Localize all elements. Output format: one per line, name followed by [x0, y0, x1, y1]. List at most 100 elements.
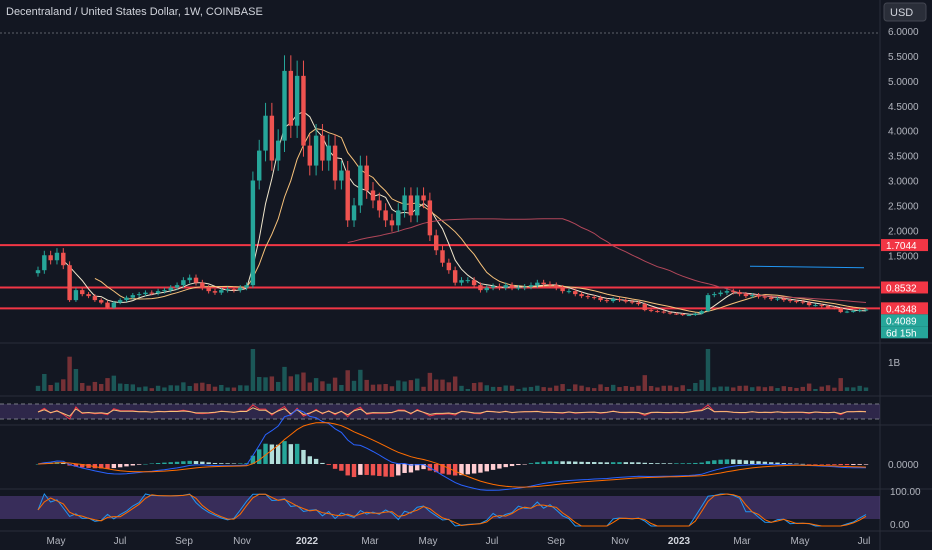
horizontal-lines[interactable] [0, 244, 880, 310]
candle[interactable] [794, 301, 799, 303]
candle[interactable] [307, 145, 312, 166]
candle[interactable] [86, 294, 91, 297]
candle[interactable] [117, 300, 123, 303]
candle[interactable] [200, 282, 205, 288]
candle[interactable] [800, 301, 806, 303]
candle[interactable] [680, 314, 685, 316]
candle[interactable] [775, 298, 780, 300]
candle[interactable] [124, 297, 129, 301]
candle[interactable] [592, 297, 597, 299]
candle[interactable] [541, 282, 546, 285]
candle[interactable] [699, 311, 704, 314]
candle[interactable] [604, 300, 610, 302]
candle[interactable] [636, 302, 641, 305]
candle[interactable] [768, 297, 774, 300]
candle[interactable] [623, 300, 629, 302]
candle[interactable] [402, 195, 407, 211]
candle[interactable] [844, 311, 850, 313]
candle[interactable] [358, 165, 363, 206]
candle[interactable] [351, 205, 357, 221]
candle[interactable] [655, 311, 660, 313]
currency-button[interactable]: USD [883, 2, 927, 22]
candle[interactable] [339, 170, 344, 181]
candle[interactable] [54, 252, 60, 261]
candle[interactable] [155, 291, 161, 294]
candle[interactable] [674, 313, 679, 315]
candle[interactable] [446, 262, 452, 271]
candle[interactable] [497, 286, 502, 288]
candle[interactable] [396, 210, 401, 226]
candle[interactable] [503, 285, 508, 288]
candle[interactable] [750, 295, 755, 297]
candle[interactable] [693, 313, 698, 316]
candle[interactable] [408, 195, 414, 216]
candle[interactable] [661, 311, 666, 313]
candle[interactable] [244, 285, 249, 288]
candle[interactable] [73, 290, 79, 301]
candle[interactable] [731, 291, 736, 293]
candle[interactable] [642, 304, 647, 311]
candle[interactable] [863, 309, 869, 311]
candle[interactable] [383, 210, 388, 221]
candle[interactable] [585, 296, 591, 298]
candle[interactable] [509, 285, 515, 288]
candle[interactable] [433, 235, 439, 251]
candle[interactable] [857, 310, 862, 312]
candle[interactable] [263, 115, 268, 151]
candle[interactable] [452, 270, 458, 283]
candle[interactable] [667, 312, 673, 314]
candle[interactable] [168, 287, 173, 291]
candle[interactable] [35, 270, 41, 274]
candle[interactable] [389, 220, 395, 226]
candle[interactable] [762, 296, 768, 298]
candle[interactable] [490, 286, 496, 288]
candle[interactable] [111, 302, 117, 308]
candle[interactable] [516, 287, 521, 289]
candle[interactable] [560, 287, 565, 292]
candle[interactable] [320, 135, 325, 161]
symbol-title[interactable]: Decentraland / United States Dollar, 1W,… [6, 6, 263, 18]
candle[interactable] [162, 290, 167, 292]
candle[interactable] [257, 150, 262, 181]
candle[interactable] [427, 200, 433, 236]
candle[interactable] [825, 306, 831, 308]
candle[interactable] [193, 277, 199, 283]
candle[interactable] [629, 301, 635, 303]
candle[interactable] [136, 294, 142, 296]
candle[interactable] [465, 280, 471, 282]
candle[interactable] [832, 307, 837, 309]
candles[interactable] [35, 55, 869, 317]
candle[interactable] [851, 311, 856, 313]
candle[interactable] [238, 287, 243, 291]
candle[interactable] [415, 195, 420, 216]
candle[interactable] [737, 292, 742, 295]
candle[interactable] [174, 285, 180, 288]
candle[interactable] [787, 300, 793, 302]
candle[interactable] [743, 294, 749, 297]
candle[interactable] [573, 291, 578, 295]
candle[interactable] [547, 284, 553, 286]
candle[interactable] [187, 277, 192, 281]
candle[interactable] [617, 299, 622, 301]
candle[interactable] [364, 165, 369, 191]
candle[interactable] [92, 296, 98, 301]
candle[interactable] [212, 291, 218, 293]
candle[interactable] [648, 310, 654, 312]
candle[interactable] [48, 255, 53, 261]
candle[interactable] [206, 287, 211, 292]
candle[interactable] [528, 285, 534, 287]
candle[interactable] [566, 291, 572, 293]
candle[interactable] [756, 295, 761, 297]
candle[interactable] [332, 145, 338, 181]
candle[interactable] [813, 305, 818, 307]
candle[interactable] [484, 287, 489, 291]
candle[interactable] [718, 292, 723, 295]
time-axis[interactable]: May Jul Sep Nov 2022 Mar May Jul Sep Nov 2023 Mar Ma… [47, 536, 871, 547]
candle[interactable] [522, 286, 527, 288]
candle[interactable] [686, 315, 692, 317]
candle[interactable] [282, 70, 287, 141]
candle[interactable] [781, 298, 787, 301]
candle[interactable] [225, 289, 230, 291]
candle[interactable] [471, 280, 477, 286]
candle[interactable] [181, 280, 186, 286]
